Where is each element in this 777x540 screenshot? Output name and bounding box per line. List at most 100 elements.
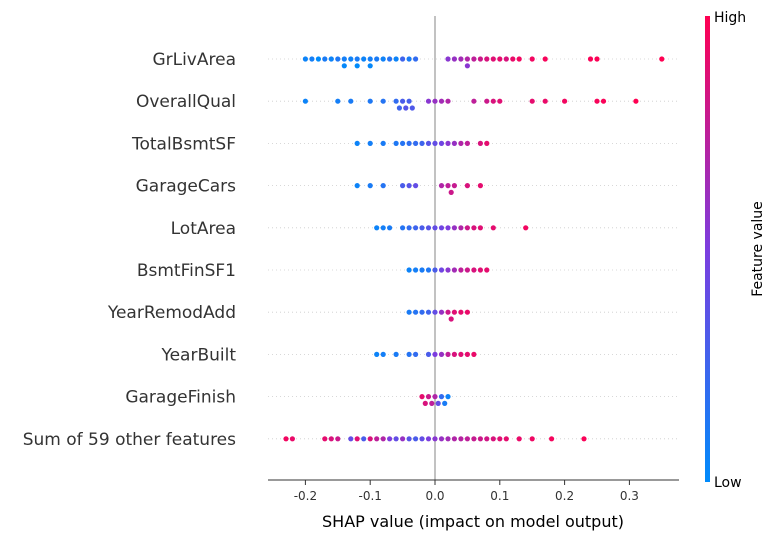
shap-dot [458,140,464,146]
shap-dot [400,56,406,62]
shap-dot [400,98,406,104]
shap-dot [374,225,380,231]
shap-dot [374,436,380,442]
shap-dot [425,267,432,273]
shap-dot [380,225,386,231]
shap-dot [406,225,412,231]
shap-dot [380,140,386,146]
dots-layer [283,56,665,442]
shap-dot [354,56,360,62]
shap-dot [587,56,594,62]
shap-dot [484,140,490,146]
shap-dot [406,267,412,273]
shap-dot [432,351,438,357]
shap-dot [419,225,425,231]
shap-dot [451,183,457,189]
shap-dot [425,309,432,315]
shap-dot [451,140,457,146]
shap-dot [425,225,432,231]
shap-dot [510,56,516,62]
shap-dot [633,98,639,104]
shap-dot [400,140,406,146]
feature-label: YearRemodAdd [107,303,236,323]
shap-dot [477,225,483,231]
shap-dot [309,56,315,62]
shap-dot [438,183,445,189]
shap-dot [406,309,412,315]
feature-label: GrLivArea [152,50,236,70]
shap-dot [403,105,409,111]
shap-dot [374,351,380,357]
shap-dot [484,436,490,442]
shap-dot [422,400,428,406]
shap-dot [549,436,555,442]
shap-dot [471,98,477,104]
shap-dot [322,436,328,442]
shap-dot [438,98,445,104]
shap-dot [283,436,289,442]
shap-dot [432,309,438,315]
shap-dot [396,105,402,111]
shap-dot [503,436,509,442]
shap-dot [445,436,451,442]
shap-dot [490,225,496,231]
shap-dot [458,267,464,273]
shap-dot [432,140,438,146]
x-tick-label: 0.0 [425,489,444,503]
shap-dot [432,436,438,442]
shap-dot [367,63,373,69]
shap-dot [393,351,399,357]
shap-dot [477,267,483,273]
shap-dot [438,267,445,273]
shap-dot [445,351,451,357]
x-tick-label: -0.1 [358,489,381,503]
shap-dot [400,183,406,189]
shap-dot [393,98,399,104]
shap-dot [445,56,451,62]
shap-dot [445,98,451,104]
feature-labels: GrLivArea OverallQual TotalBsmtSF GarageCar… [23,50,237,450]
shap-dot [380,183,386,189]
shap-dot [413,140,419,146]
colorbar-high-label: High [714,10,746,26]
shap-dot [413,436,419,442]
shap-dot [448,316,454,322]
shap-dot [432,267,438,273]
shap-dot [497,436,503,442]
shap-dot [445,309,451,315]
shap-dot [464,63,470,69]
shap-dot [367,183,373,189]
shap-dot [542,98,548,104]
shap-dot [425,394,432,400]
shap-dot [361,436,367,442]
shap-dot [529,56,535,62]
shap-dot [348,98,354,104]
x-tick-label: 0.3 [620,489,639,503]
shap-dot [458,225,464,231]
shap-dot [413,56,419,62]
shap-dot [448,189,454,195]
shap-dot [406,98,412,104]
feature-label: TotalBsmtSF [131,134,236,154]
shap-dot [406,56,412,62]
shap-dot [438,436,445,442]
shap-dot [490,98,496,104]
shap-dot [438,309,445,315]
shap-dot [413,351,419,357]
x-axis-title: SHAP value (impact on model output) [322,512,624,531]
shap-dot [380,56,386,62]
shap-dot [451,351,457,357]
shap-dot [425,98,432,104]
shap-dot [413,309,419,315]
shap-dot [380,351,386,357]
shap-dot [406,183,412,189]
shap-dot [380,436,386,442]
shap-dot [445,140,451,146]
shap-dot [497,98,503,104]
shap-dot [458,351,464,357]
shap-dot [400,436,406,442]
x-tick-label: 0.1 [490,489,509,503]
shap-dot [374,56,380,62]
shap-dot [523,225,529,231]
shap-dot [432,98,438,104]
